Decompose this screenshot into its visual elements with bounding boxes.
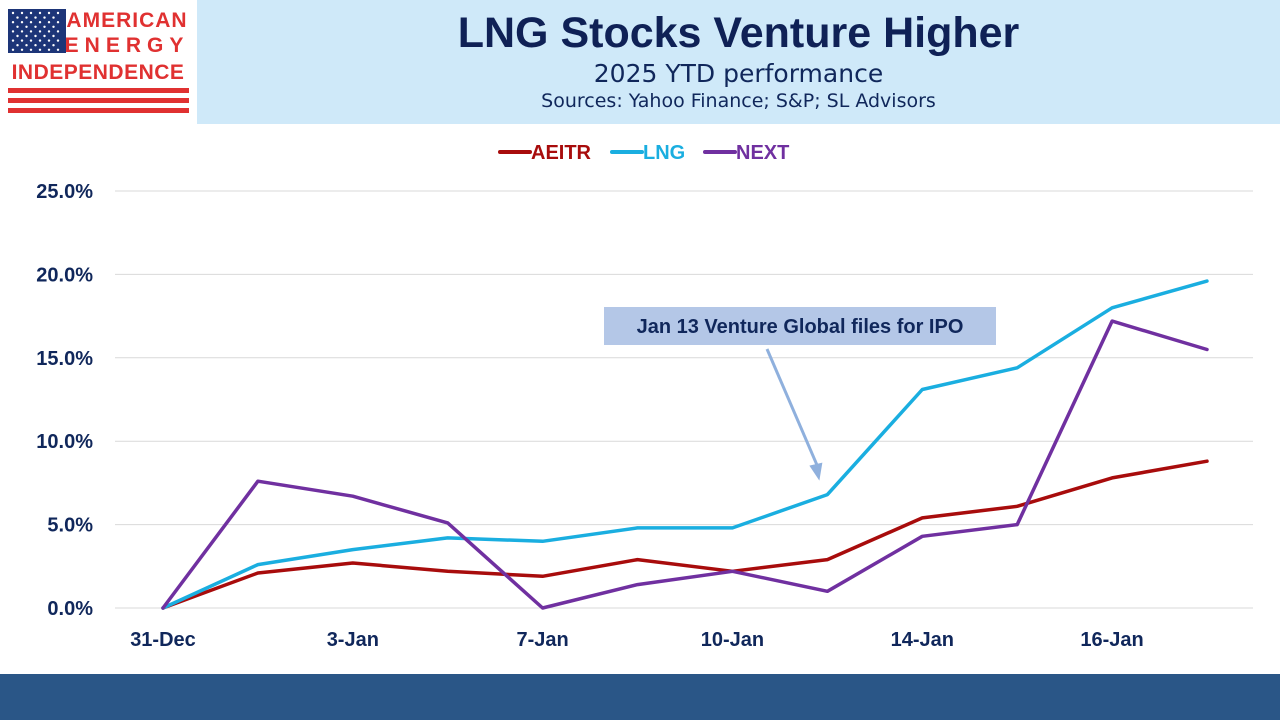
flag-star xyxy=(25,25,28,28)
title-banner: LNG Stocks Venture Higher 2025 YTD perfo… xyxy=(197,0,1280,124)
flag-star xyxy=(38,11,42,15)
y-tick-label: 0.0% xyxy=(47,598,93,620)
flag-star xyxy=(52,44,55,47)
flag-star xyxy=(11,30,15,33)
flag-star xyxy=(43,16,46,19)
flag-star xyxy=(29,39,33,42)
logo-line-3: INDEPENDENCE xyxy=(12,61,185,84)
annotation-arrow-head xyxy=(809,462,823,481)
american-energy-independence-logo: AMERICAN ENERGY INDEPENDENCE xyxy=(0,0,197,124)
flag-star xyxy=(34,44,37,47)
flag-star xyxy=(20,30,24,33)
sources-note: Sources: Yahoo Finance; S&P; SL Advisors xyxy=(541,90,936,112)
flag-star xyxy=(38,39,42,42)
legend: AEITR LNG NEXT xyxy=(498,142,789,164)
chart-subtitle: 2025 YTD performance xyxy=(593,59,884,88)
chart-title: LNG Stocks Venture Higher xyxy=(457,9,1020,57)
series-line-lng xyxy=(161,279,1209,610)
flag-star xyxy=(47,48,51,51)
flag-star xyxy=(25,44,28,47)
flag-star xyxy=(38,21,42,24)
x-tick-label: 16-Jan xyxy=(1080,629,1143,651)
footer-bar xyxy=(0,674,1280,720)
flag-star xyxy=(52,34,55,38)
flag-star xyxy=(47,30,51,33)
flag-star xyxy=(52,16,55,19)
flag-star xyxy=(29,11,33,15)
flag-star xyxy=(25,34,28,38)
flag-star xyxy=(34,25,37,28)
flag-star xyxy=(29,30,33,33)
flag-star xyxy=(34,16,37,19)
flag-star xyxy=(29,21,33,24)
line-chart: 0.0% 5.0% 10.0% 15.0% 20.0% 25.0% 31-Dec 3-Jan… xyxy=(36,142,1253,651)
x-tick-label: 3-Jan xyxy=(327,629,379,651)
flag-star xyxy=(11,11,15,15)
series-line-next xyxy=(161,319,1209,610)
y-tick-label: 20.0% xyxy=(36,264,93,286)
y-tick-label: 15.0% xyxy=(36,348,93,370)
flag-stars xyxy=(11,11,60,51)
flag-star xyxy=(43,25,46,28)
legend-label-next: NEXT xyxy=(736,142,789,164)
logo-stripe-1 xyxy=(8,88,189,93)
logo-line-1: AMERICAN xyxy=(66,9,187,32)
flag-star xyxy=(16,16,19,19)
annotation: Jan 13 Venture Global files for IPO xyxy=(604,307,996,481)
flag-star xyxy=(38,48,42,51)
flag-star xyxy=(47,21,51,24)
flag-star xyxy=(47,39,51,42)
flag-star xyxy=(47,11,51,15)
flag-star xyxy=(16,34,19,38)
series-line-aeitr xyxy=(161,459,1209,610)
x-axis: 31-Dec 3-Jan 7-Jan 10-Jan 14-Jan 16-Jan xyxy=(130,629,1144,651)
flag-star xyxy=(56,11,60,15)
flag-star xyxy=(52,25,55,28)
flag-star xyxy=(29,48,33,51)
y-tick-label: 10.0% xyxy=(36,431,93,453)
flag-star xyxy=(20,21,24,24)
flag-star xyxy=(11,21,15,24)
flag-star xyxy=(56,39,60,42)
x-tick-label: 10-Jan xyxy=(701,629,764,651)
flag-star xyxy=(34,34,37,38)
logo-stripe-2 xyxy=(8,98,189,103)
flag-star xyxy=(38,30,42,33)
logo-line-2: ENERGY xyxy=(65,34,190,57)
x-tick-label: 14-Jan xyxy=(891,629,954,651)
x-tick-label: 31-Dec xyxy=(130,629,196,651)
y-axis: 0.0% 5.0% 10.0% 15.0% 20.0% 25.0% xyxy=(36,181,93,620)
flag-star xyxy=(16,44,19,47)
annotation-text: Jan 13 Venture Global files for IPO xyxy=(637,316,964,338)
flag-star xyxy=(11,39,15,42)
flag-star xyxy=(20,11,24,15)
flag-star xyxy=(16,25,19,28)
series-lines xyxy=(161,279,1209,610)
legend-label-aeitr: AEITR xyxy=(531,142,592,164)
flag-star xyxy=(11,48,15,51)
flag-star xyxy=(56,21,60,24)
flag-star xyxy=(20,48,24,51)
y-tick-label: 5.0% xyxy=(47,515,93,537)
legend-label-lng: LNG xyxy=(643,142,685,164)
logo-stripe-3 xyxy=(8,108,189,113)
flag-star xyxy=(20,39,24,42)
flag-star xyxy=(43,34,46,38)
flag-star xyxy=(56,30,60,33)
gridlines xyxy=(115,190,1253,609)
flag-star xyxy=(25,16,28,19)
y-tick-label: 25.0% xyxy=(36,181,93,203)
flag-logo-graphic: AMERICAN ENERGY INDEPENDENCE xyxy=(8,9,190,113)
annotation-arrow-shaft xyxy=(765,348,821,472)
x-tick-label: 7-Jan xyxy=(517,629,569,651)
flag-star xyxy=(56,48,60,51)
annotation-box xyxy=(604,307,996,345)
flag-star xyxy=(43,44,46,47)
